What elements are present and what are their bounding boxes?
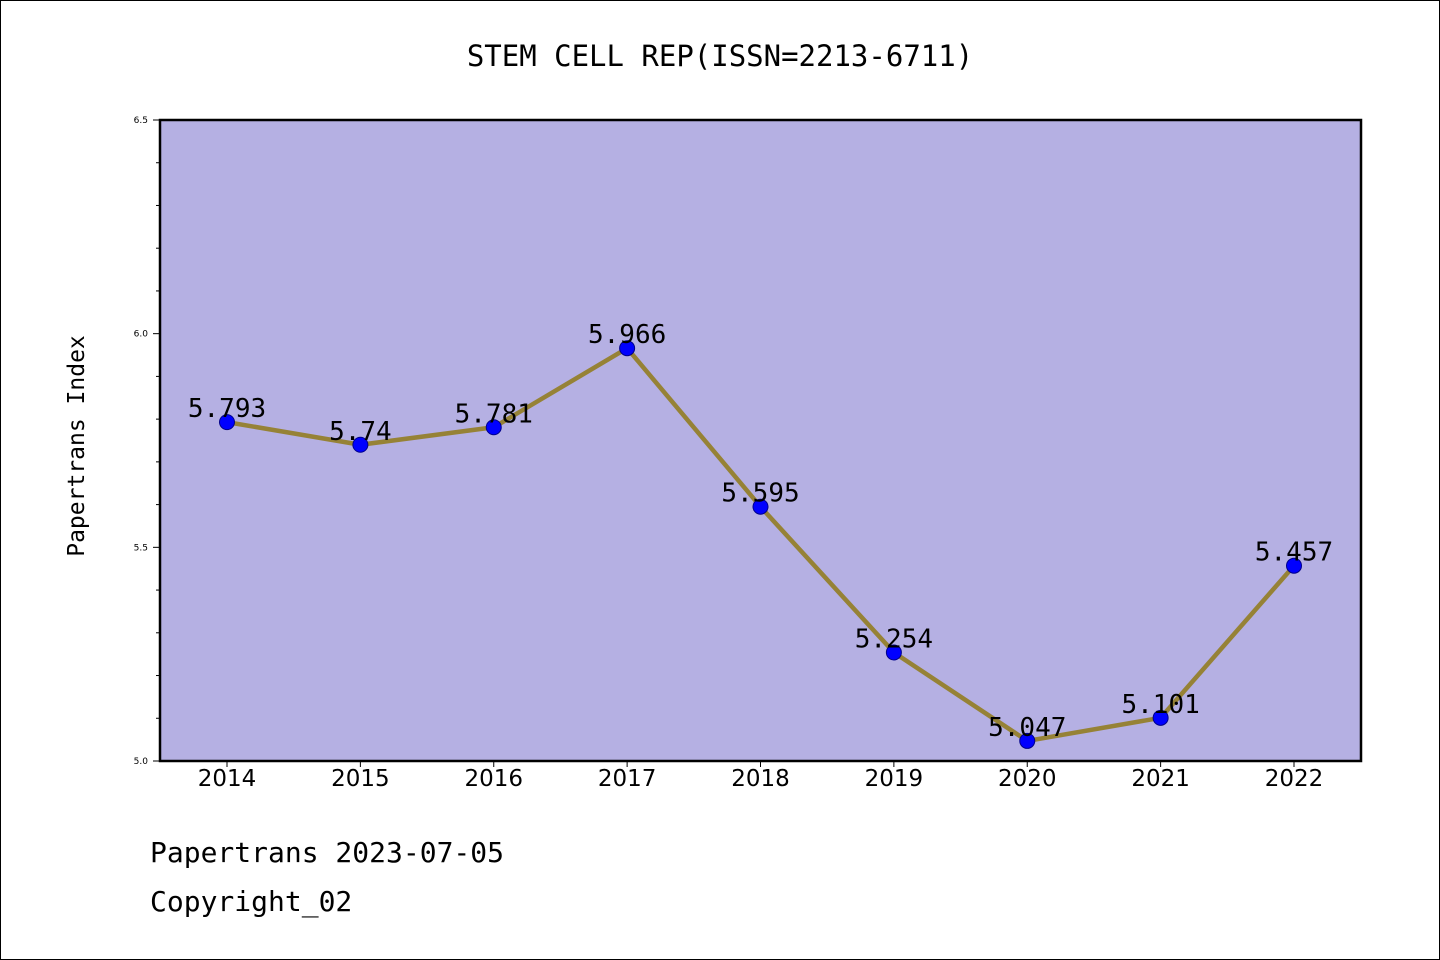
data-point <box>1286 557 1302 574</box>
series-markers <box>219 340 1302 749</box>
footer-date-line: Papertrans 2023-07-05 <box>150 836 505 869</box>
chart-title: STEM CELL REP(ISSN=2213-6711) <box>467 39 973 73</box>
data-point <box>752 498 769 515</box>
data-point <box>219 414 235 431</box>
data-label: 5.793 <box>188 394 266 424</box>
x-tick-label: 2017 <box>598 766 657 792</box>
x-tick-label: 2020 <box>998 766 1057 792</box>
data-point <box>1019 732 1036 749</box>
x-tick-label: 2022 <box>1265 766 1324 792</box>
data-point <box>885 644 902 661</box>
x-tick-label: 2019 <box>865 766 924 792</box>
x-tick-label: 2015 <box>331 766 390 792</box>
x-tick-label: 2018 <box>731 766 790 792</box>
footer-copyright-line: Copyright_02 <box>150 885 353 918</box>
data-label: 5.74 <box>329 417 392 447</box>
data-label: 5.047 <box>988 713 1066 743</box>
y-tick-label: 6.5 <box>134 116 148 126</box>
y-axis-label: Papertrans Index <box>64 335 90 557</box>
y-axis: 5.0 5.5 6.0 6.5 <box>134 116 160 767</box>
x-tick-label: 2016 <box>464 766 523 792</box>
data-label: 5.254 <box>855 624 933 654</box>
x-tick-label: 2014 <box>198 766 257 792</box>
data-label: 5.101 <box>1121 690 1199 720</box>
data-label: 5.457 <box>1255 538 1333 568</box>
data-labels: 5.793 5.74 5.781 5.966 5.595 5.254 5.047 5.101 5… <box>188 320 1333 743</box>
data-point <box>619 340 636 357</box>
data-point <box>1152 709 1169 726</box>
data-point <box>352 436 369 453</box>
y-tick-label: 5.0 <box>134 757 149 767</box>
data-label: 5.781 <box>455 399 533 429</box>
data-label: 5.595 <box>721 479 799 509</box>
x-tick-label: 2021 <box>1131 766 1190 792</box>
x-axis: 2014 2015 2016 2017 2018 2019 2020 2021 2022 <box>198 761 1324 792</box>
y-tick-label: 6.0 <box>134 330 149 340</box>
y-tick-label: 5.5 <box>134 543 148 553</box>
data-label: 5.966 <box>588 320 666 350</box>
data-point <box>485 419 502 436</box>
